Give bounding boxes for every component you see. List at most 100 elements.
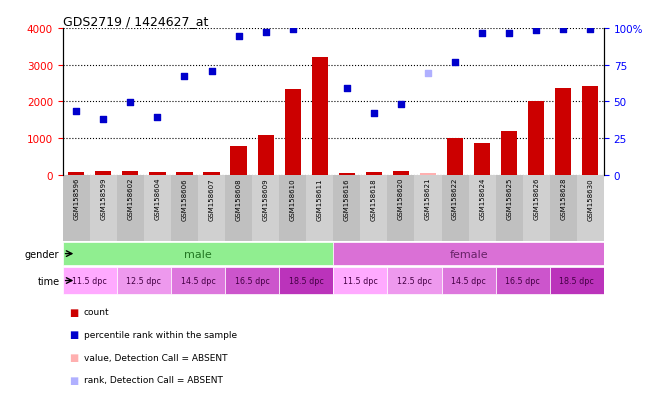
Text: GSM158599: GSM158599: [100, 178, 106, 220]
Text: GSM158609: GSM158609: [263, 178, 269, 220]
Bar: [474, 143, 490, 176]
Bar: [339, 174, 355, 176]
Bar: [582, 87, 599, 176]
Bar: [144, 176, 171, 242]
Bar: [225, 268, 279, 294]
Bar: [366, 173, 382, 176]
Bar: [171, 268, 225, 294]
Text: 14.5 dpc: 14.5 dpc: [181, 276, 215, 285]
Bar: [171, 176, 198, 242]
Bar: [387, 176, 414, 242]
Text: GSM158602: GSM158602: [127, 178, 133, 220]
Bar: [420, 173, 436, 176]
Text: ■: ■: [69, 375, 79, 385]
Text: GDS2719 / 1424627_at: GDS2719 / 1424627_at: [63, 15, 208, 28]
Point: [450, 59, 461, 66]
Bar: [279, 268, 333, 294]
Point: [206, 69, 216, 75]
Text: GSM158622: GSM158622: [452, 178, 458, 220]
Point: [125, 100, 136, 106]
Text: GSM158607: GSM158607: [209, 178, 214, 220]
Bar: [469, 176, 496, 242]
Bar: [117, 176, 144, 242]
Bar: [90, 176, 117, 242]
Text: count: count: [84, 307, 110, 316]
Text: 11.5 dpc: 11.5 dpc: [343, 276, 378, 285]
Point: [260, 29, 271, 36]
Point: [504, 31, 515, 37]
Text: 16.5 dpc: 16.5 dpc: [235, 276, 269, 285]
Bar: [442, 268, 496, 294]
Point: [98, 116, 108, 123]
Bar: [501, 132, 517, 176]
Bar: [523, 176, 550, 242]
Bar: [252, 176, 279, 242]
Bar: [63, 176, 90, 242]
Bar: [420, 173, 436, 176]
Point: [71, 108, 82, 115]
Text: GSM158596: GSM158596: [73, 178, 79, 220]
Text: GSM158630: GSM158630: [587, 178, 593, 220]
Text: ■: ■: [69, 352, 79, 362]
Text: 18.5 dpc: 18.5 dpc: [289, 276, 323, 285]
Text: 18.5 dpc: 18.5 dpc: [560, 276, 594, 285]
Text: GSM158606: GSM158606: [182, 178, 187, 220]
Text: GSM158604: GSM158604: [154, 178, 160, 220]
Point: [395, 102, 406, 109]
Text: gender: gender: [25, 249, 59, 259]
Text: ■: ■: [69, 307, 79, 317]
Bar: [284, 89, 301, 176]
Text: GSM158621: GSM158621: [425, 178, 431, 220]
Text: GSM158626: GSM158626: [533, 178, 539, 220]
Bar: [279, 176, 306, 242]
Text: male: male: [184, 249, 212, 259]
Bar: [333, 268, 387, 294]
Bar: [149, 172, 166, 176]
Text: 16.5 dpc: 16.5 dpc: [506, 276, 540, 285]
Bar: [63, 268, 117, 294]
Text: ■: ■: [69, 330, 79, 339]
Point: [234, 34, 244, 40]
Text: time: time: [37, 276, 59, 286]
Bar: [333, 176, 360, 242]
Text: GSM158620: GSM158620: [398, 178, 404, 220]
Point: [585, 27, 595, 34]
Text: GSM158608: GSM158608: [236, 178, 242, 220]
Bar: [414, 176, 442, 242]
Bar: [203, 172, 220, 176]
Text: 11.5 dpc: 11.5 dpc: [73, 276, 107, 285]
Bar: [550, 176, 577, 242]
Point: [477, 31, 487, 38]
Bar: [225, 176, 252, 242]
Bar: [496, 176, 523, 242]
Bar: [230, 147, 247, 176]
Text: GSM158610: GSM158610: [290, 178, 296, 220]
Text: GSM158618: GSM158618: [371, 178, 377, 220]
Bar: [496, 268, 550, 294]
Point: [422, 70, 433, 77]
Bar: [387, 268, 442, 294]
Bar: [306, 176, 333, 242]
Bar: [360, 176, 387, 242]
Bar: [63, 243, 333, 265]
Bar: [122, 172, 139, 176]
Point: [152, 114, 162, 121]
Text: GSM158624: GSM158624: [479, 178, 485, 220]
Text: female: female: [449, 249, 488, 259]
Bar: [393, 172, 409, 176]
Bar: [442, 176, 469, 242]
Text: 12.5 dpc: 12.5 dpc: [126, 276, 162, 285]
Bar: [555, 89, 572, 176]
Text: 12.5 dpc: 12.5 dpc: [397, 276, 432, 285]
Bar: [528, 102, 544, 176]
Text: rank, Detection Call = ABSENT: rank, Detection Call = ABSENT: [84, 375, 222, 385]
Bar: [198, 176, 225, 242]
Point: [368, 111, 379, 117]
Bar: [117, 268, 171, 294]
Point: [531, 28, 541, 34]
Text: value, Detection Call = ABSENT: value, Detection Call = ABSENT: [84, 353, 227, 362]
Point: [558, 27, 568, 34]
Text: GSM158616: GSM158616: [344, 178, 350, 220]
Bar: [257, 135, 274, 176]
Text: GSM158611: GSM158611: [317, 178, 323, 220]
